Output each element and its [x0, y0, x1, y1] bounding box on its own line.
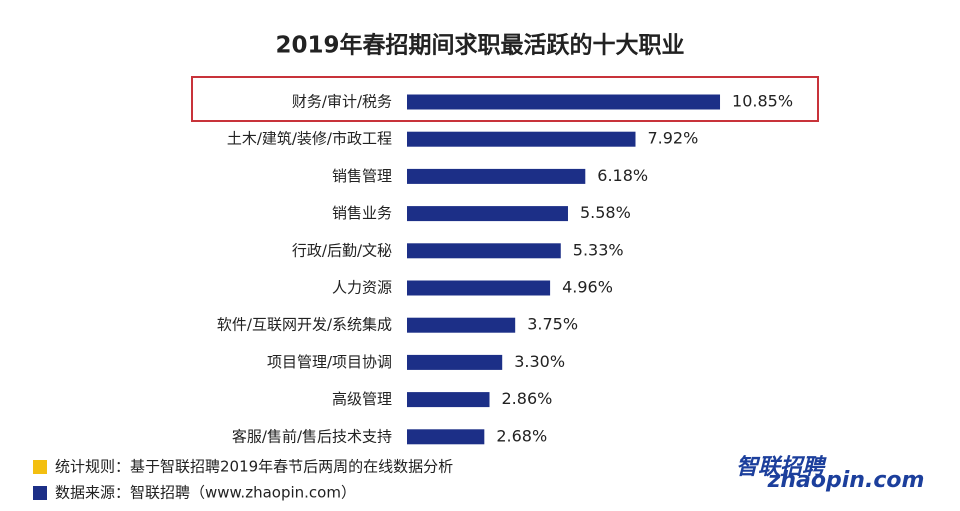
bar: [407, 243, 561, 259]
bar: [407, 354, 503, 370]
category-label: 人力资源: [332, 279, 392, 297]
value-label: 5.58%: [580, 203, 631, 222]
category-label: 行政/后勤/文秘: [292, 241, 392, 259]
bar: [407, 280, 551, 296]
value-label: 5.33%: [573, 240, 624, 259]
category-label: 软件/互联网开发/系统集成: [217, 316, 392, 334]
value-label: 6.18%: [597, 166, 648, 185]
note-text: 统计规则：基于智联招聘2019年春节后两周的在线数据分析: [55, 458, 453, 476]
category-label: 高级管理: [332, 390, 392, 408]
logo-en: zhaopin.com: [767, 468, 925, 493]
logo-cn: 智联招聘: [736, 454, 827, 480]
bar: [407, 168, 586, 184]
value-label: 2.68%: [496, 426, 547, 445]
highlight-box: [191, 76, 819, 122]
bar: [407, 206, 568, 222]
category-label: 财务/审计/税务: [292, 93, 392, 111]
value-label: 10.85%: [732, 92, 793, 111]
value-label: 7.92%: [647, 129, 698, 148]
bar: [407, 429, 485, 445]
chart-title: 2019年春招期间求职最活跃的十大职业: [275, 32, 684, 59]
bar: [407, 94, 721, 110]
category-label: 销售管理: [332, 167, 392, 185]
note-text: 数据来源：智联招聘（www.zhaopin.com）: [55, 484, 356, 502]
category-label: 销售业务: [332, 204, 392, 222]
bar: [407, 317, 516, 333]
bar: [407, 131, 636, 147]
value-label: 4.96%: [562, 278, 613, 297]
value-label: 2.86%: [502, 389, 553, 408]
bar: [407, 392, 490, 408]
value-label: 3.30%: [514, 352, 565, 371]
category-label: 土木/建筑/装修/市政工程: [227, 130, 392, 148]
category-label: 客服/售前/售后技术支持: [232, 427, 392, 445]
note-marker: [33, 486, 47, 500]
category-label: 项目管理/项目协调: [267, 353, 392, 371]
note-marker: [33, 460, 47, 474]
value-label: 3.75%: [527, 315, 578, 334]
